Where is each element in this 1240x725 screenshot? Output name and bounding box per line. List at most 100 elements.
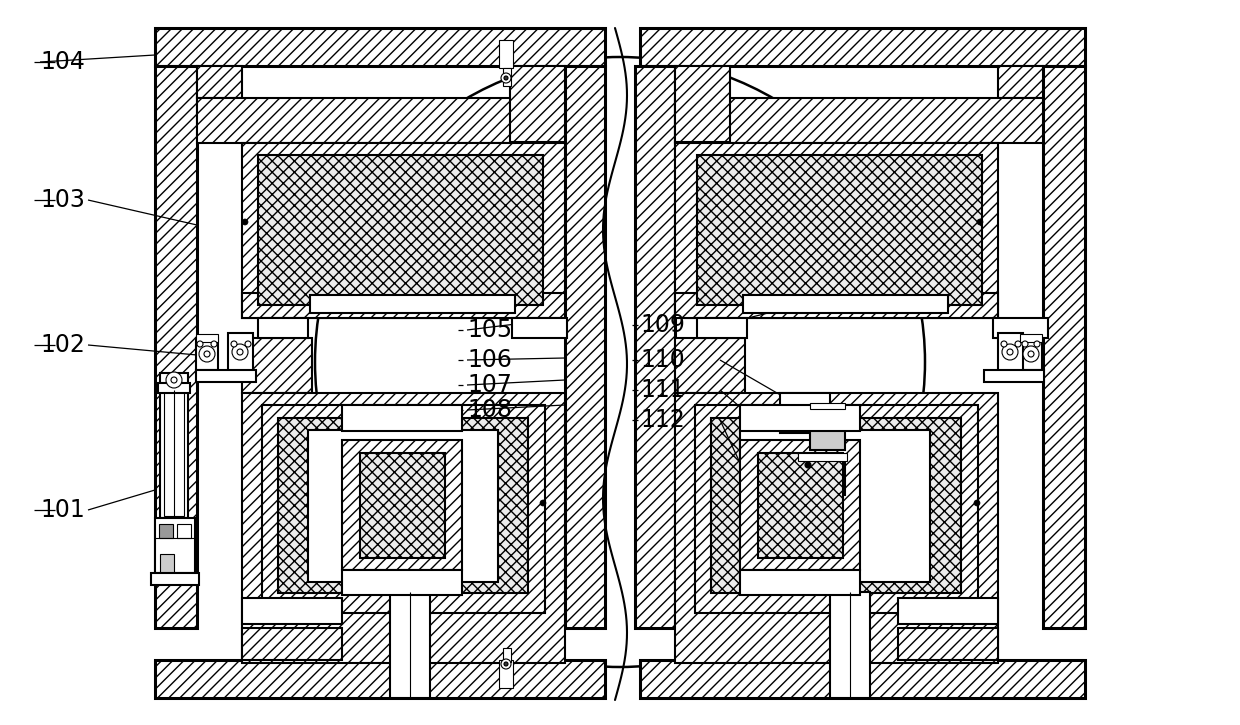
Circle shape bbox=[1016, 341, 1021, 347]
Bar bbox=[310, 295, 515, 313]
Bar bbox=[242, 338, 312, 393]
Circle shape bbox=[501, 659, 511, 669]
Text: 111: 111 bbox=[640, 378, 684, 402]
Bar bbox=[342, 570, 463, 595]
Bar bbox=[228, 333, 253, 371]
Bar bbox=[740, 430, 930, 582]
Circle shape bbox=[171, 377, 177, 383]
Bar bbox=[498, 40, 513, 68]
Bar bbox=[675, 98, 1043, 143]
Bar bbox=[743, 295, 949, 313]
Bar bbox=[998, 66, 1043, 98]
Bar bbox=[740, 570, 861, 595]
Bar bbox=[155, 660, 605, 698]
Bar bbox=[258, 155, 543, 305]
Bar bbox=[308, 430, 498, 582]
Bar bbox=[258, 318, 308, 338]
Bar bbox=[675, 393, 998, 663]
Bar bbox=[342, 440, 463, 570]
Bar bbox=[998, 333, 1023, 371]
Circle shape bbox=[198, 346, 215, 362]
Bar bbox=[565, 66, 605, 628]
Text: 109: 109 bbox=[640, 313, 684, 337]
Text: 104: 104 bbox=[40, 50, 84, 74]
Bar bbox=[675, 293, 998, 318]
Circle shape bbox=[1023, 346, 1039, 362]
Bar bbox=[278, 418, 528, 593]
Bar bbox=[985, 370, 1044, 382]
Circle shape bbox=[805, 462, 811, 468]
Text: 106: 106 bbox=[467, 348, 512, 372]
Bar bbox=[758, 453, 843, 558]
Bar bbox=[898, 598, 998, 624]
Bar bbox=[810, 405, 844, 450]
Bar bbox=[391, 592, 430, 698]
Circle shape bbox=[1002, 344, 1018, 360]
Bar bbox=[360, 453, 445, 558]
Bar bbox=[640, 660, 1085, 698]
Bar bbox=[242, 598, 342, 624]
Text: 102: 102 bbox=[40, 333, 84, 357]
Bar bbox=[675, 143, 998, 318]
Circle shape bbox=[231, 341, 237, 347]
Circle shape bbox=[1034, 341, 1040, 347]
Circle shape bbox=[503, 76, 508, 80]
Text: 103: 103 bbox=[40, 188, 84, 212]
Bar bbox=[1043, 66, 1085, 628]
Bar bbox=[197, 98, 565, 143]
Circle shape bbox=[1001, 341, 1007, 347]
Circle shape bbox=[232, 344, 248, 360]
Bar bbox=[711, 418, 961, 593]
Bar bbox=[503, 68, 511, 86]
Bar bbox=[993, 318, 1048, 338]
Circle shape bbox=[1007, 349, 1013, 355]
Text: 107: 107 bbox=[467, 373, 512, 397]
Circle shape bbox=[197, 341, 203, 347]
Bar bbox=[898, 628, 998, 660]
Bar bbox=[160, 388, 188, 518]
Circle shape bbox=[237, 349, 243, 355]
Bar bbox=[160, 554, 174, 572]
Bar bbox=[740, 440, 861, 570]
Bar bbox=[697, 318, 746, 338]
Circle shape bbox=[246, 341, 250, 347]
Text: 105: 105 bbox=[467, 318, 512, 342]
Bar bbox=[498, 660, 513, 688]
Circle shape bbox=[1022, 341, 1028, 347]
Bar bbox=[262, 405, 546, 613]
Bar bbox=[1021, 338, 1042, 370]
Bar bbox=[164, 390, 184, 516]
Bar bbox=[740, 405, 861, 431]
Bar bbox=[155, 66, 197, 628]
Circle shape bbox=[1028, 351, 1034, 357]
Bar bbox=[694, 405, 978, 613]
Circle shape bbox=[977, 219, 983, 225]
Bar bbox=[675, 338, 745, 393]
Bar bbox=[157, 383, 190, 393]
Text: 112: 112 bbox=[640, 408, 684, 432]
Bar bbox=[242, 143, 565, 318]
Bar bbox=[635, 66, 675, 628]
Bar bbox=[503, 648, 511, 662]
Bar bbox=[197, 66, 242, 98]
Text: 108: 108 bbox=[467, 398, 512, 422]
Bar bbox=[242, 393, 565, 663]
Bar bbox=[1021, 334, 1042, 342]
Text: 101: 101 bbox=[40, 498, 84, 522]
Circle shape bbox=[205, 351, 210, 357]
Circle shape bbox=[211, 341, 217, 347]
Bar bbox=[510, 66, 565, 142]
Bar bbox=[196, 370, 255, 382]
Bar bbox=[675, 66, 730, 142]
Text: 110: 110 bbox=[640, 348, 684, 372]
Bar bbox=[155, 28, 605, 66]
Circle shape bbox=[501, 73, 511, 83]
Bar bbox=[800, 455, 844, 495]
Bar bbox=[242, 293, 565, 318]
Bar bbox=[830, 592, 870, 698]
Bar bbox=[177, 524, 191, 538]
Bar bbox=[159, 524, 174, 538]
Bar bbox=[151, 573, 198, 585]
Bar bbox=[780, 393, 830, 433]
Circle shape bbox=[503, 662, 508, 666]
